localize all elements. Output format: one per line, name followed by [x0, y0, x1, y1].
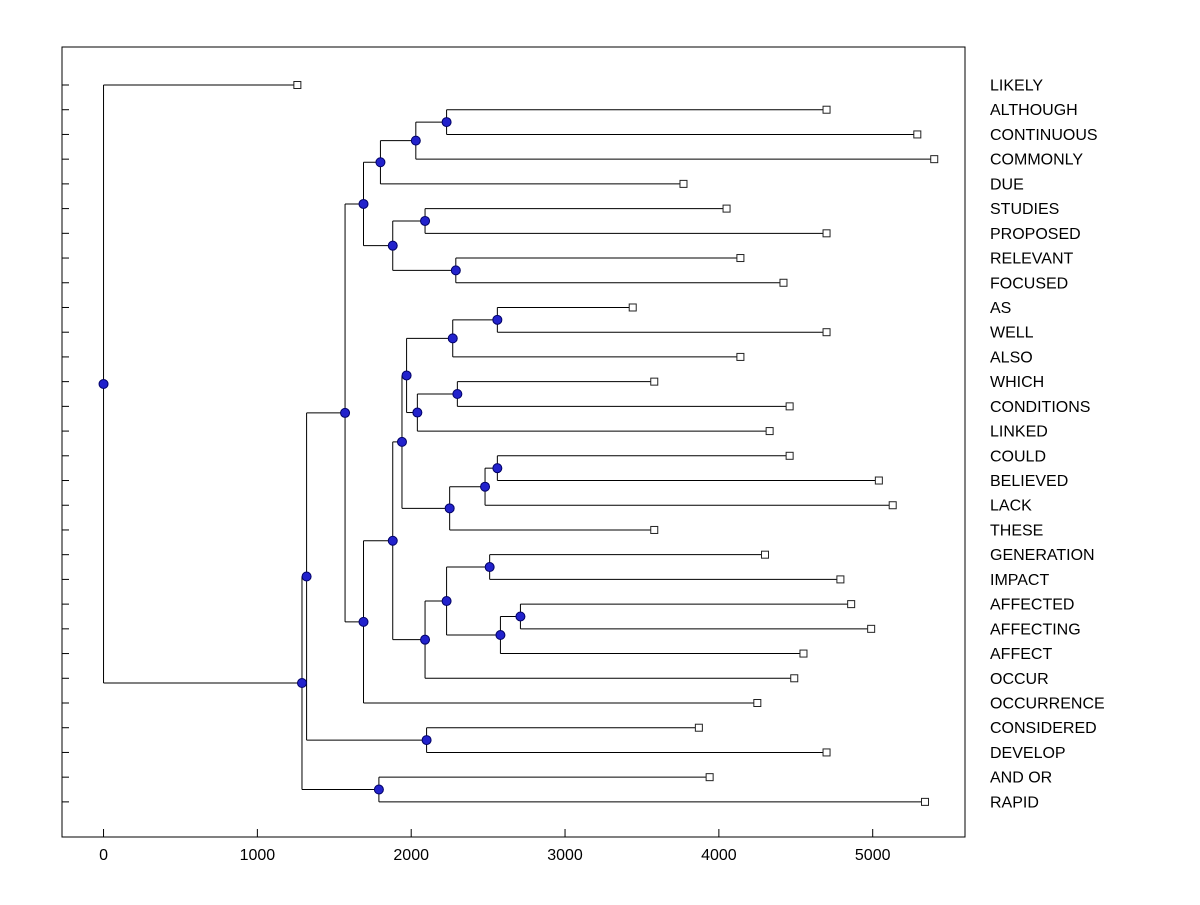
leaf-label: WHICH [990, 374, 1044, 391]
internal-node-marker [301, 571, 312, 582]
leaf-label: AFFECT [990, 646, 1052, 663]
x-tick-label: 0 [99, 847, 108, 864]
leaf-marker [913, 130, 922, 139]
leaf-label: IMPACT [990, 572, 1049, 589]
internal-node-marker [401, 370, 412, 381]
leaf-label: DEVELOP [990, 745, 1066, 762]
x-tick-label: 1000 [240, 847, 276, 864]
leaf-marker [790, 674, 799, 683]
leaf-marker [761, 550, 770, 559]
x-tick-label: 2000 [393, 847, 429, 864]
leaf-marker [785, 402, 794, 411]
leaf-marker [822, 748, 831, 757]
leaf-marker [705, 773, 714, 782]
internal-node-marker [484, 562, 495, 573]
leaf-label: AFFECTED [990, 597, 1074, 614]
leaf-marker [293, 81, 302, 89]
leaf-marker [888, 501, 897, 510]
internal-node-marker [495, 630, 506, 641]
internal-node-marker [441, 117, 452, 128]
leaf-label: COMMONLY [990, 152, 1083, 169]
leaf-label: OCCUR [990, 671, 1049, 688]
internal-node-marker [452, 389, 463, 399]
internal-node-marker [358, 198, 369, 209]
internal-node-marker [450, 265, 461, 276]
leaf-label: LIKELY [990, 78, 1043, 95]
leaf-label: CONDITIONS [990, 399, 1090, 416]
leaf-label: FOCUSED [990, 275, 1068, 292]
x-tick-label: 4000 [701, 847, 737, 864]
leaf-marker [765, 427, 774, 436]
internal-node-marker [387, 535, 398, 546]
internal-node-marker [396, 436, 407, 447]
leaf-label: RELEVANT [990, 251, 1074, 268]
x-tick-label: 5000 [855, 847, 891, 864]
leaf-marker [822, 105, 831, 114]
leaf-label: AS [990, 300, 1011, 317]
internal-node-marker [480, 481, 491, 492]
leaf-marker [867, 624, 876, 633]
leaf-label: ALSO [990, 349, 1033, 366]
internal-node-marker [492, 314, 503, 325]
leaf-label: LINKED [990, 424, 1048, 441]
internal-node-marker [420, 634, 431, 645]
leaf-marker [650, 525, 659, 534]
internal-node-marker [340, 407, 351, 418]
leaf-label: PROPOSED [990, 226, 1081, 243]
leaf-marker [779, 278, 788, 287]
leaf-marker [921, 797, 930, 806]
internal-node-marker [410, 135, 421, 146]
internal-node-marker [375, 157, 386, 168]
internal-node-marker [447, 333, 458, 344]
internal-node-marker [412, 407, 423, 418]
leaf-marker [836, 575, 845, 584]
leaf-label: CONTINUOUS [990, 127, 1098, 144]
leaf-label: AND OR [990, 770, 1052, 787]
leaf-label: CONSIDERED [990, 720, 1097, 737]
internal-node-marker [373, 784, 384, 795]
internal-node-marker [421, 735, 432, 746]
internal-node-marker [98, 379, 109, 390]
leaf-marker [847, 600, 856, 609]
leaf-marker [822, 328, 831, 337]
leaf-label: LACK [990, 498, 1032, 515]
leaf-marker [874, 476, 883, 485]
leaf-label: BELIEVED [990, 473, 1068, 490]
leaf-label: WELL [990, 325, 1034, 342]
leaf-marker [679, 179, 688, 188]
leaf-label: DUE [990, 176, 1024, 193]
leaf-marker [650, 377, 659, 386]
leaf-label: THESE [990, 522, 1043, 539]
internal-node-marker [492, 463, 503, 474]
internal-node-marker [358, 616, 369, 627]
leaf-label: COULD [990, 448, 1046, 465]
internal-node-marker [444, 503, 455, 514]
leaf-marker [628, 303, 637, 312]
leaf-marker [930, 155, 939, 164]
leaf-marker [785, 451, 794, 460]
x-tick-label: 3000 [547, 847, 583, 864]
leaf-label: OCCURRENCE [990, 696, 1105, 713]
leaf-label: GENERATION [990, 547, 1095, 564]
internal-node-marker [420, 215, 431, 226]
leaf-marker [736, 352, 745, 361]
internal-node-marker [296, 678, 307, 689]
leaf-label: AFFECTING [990, 621, 1081, 638]
internal-node-marker [515, 611, 526, 622]
leaf-marker [722, 204, 731, 213]
leaf-marker [822, 229, 831, 238]
axis-box [61, 46, 966, 838]
leaf-label: STUDIES [990, 201, 1059, 218]
leaf-label: ALTHOUGH [990, 102, 1078, 119]
internal-node-marker [387, 240, 398, 251]
leaf-marker [753, 699, 762, 707]
leaf-label: RAPID [990, 794, 1039, 811]
internal-node-marker [441, 596, 452, 607]
leaf-marker [799, 649, 808, 658]
leaf-marker [694, 723, 703, 732]
leaf-marker [736, 254, 745, 263]
